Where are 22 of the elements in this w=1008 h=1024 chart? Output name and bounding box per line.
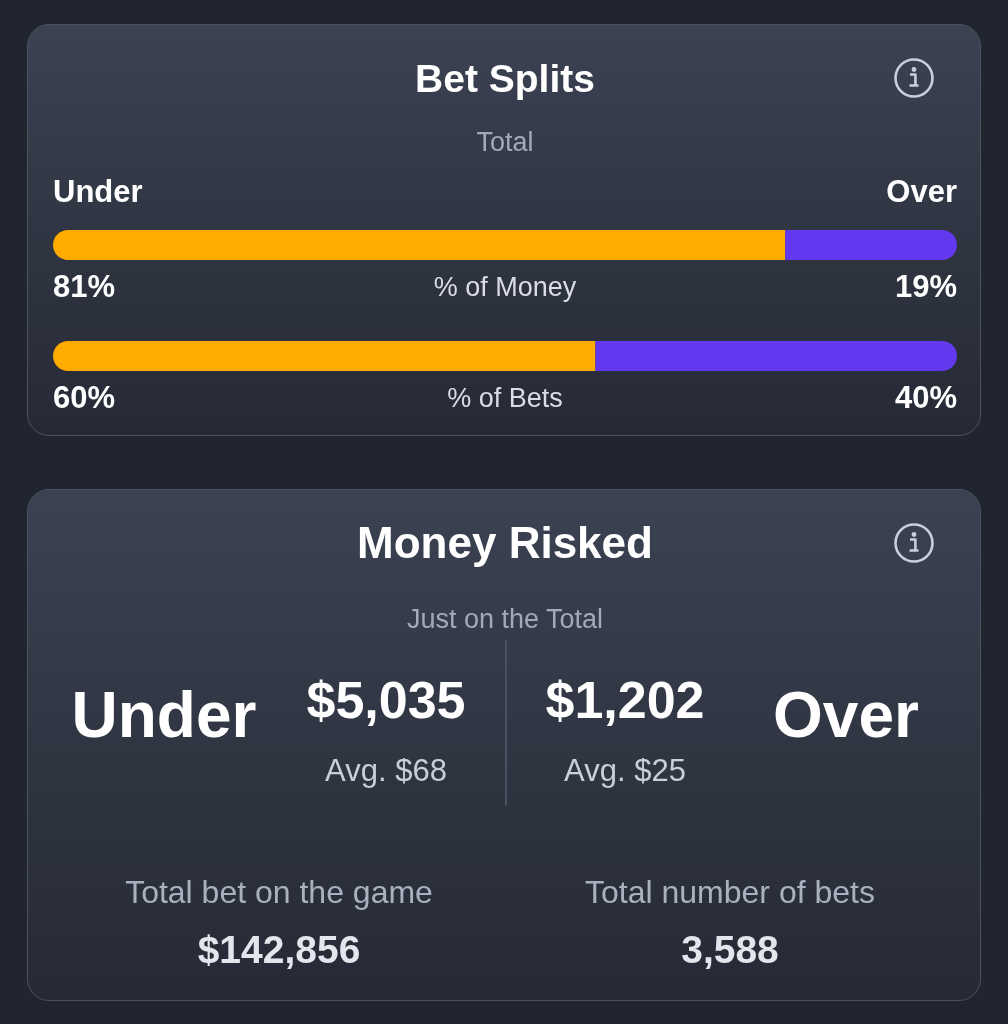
text: Total bet on the game — [125, 874, 433, 910]
text: Over — [773, 679, 919, 751]
chart-title: Bet Splits — [415, 57, 595, 100]
text: Just on the Total — [406, 604, 604, 634]
series-label: Over — [886, 174, 957, 209]
data-label: 60% — [53, 380, 116, 415]
text: Avg. $25 — [564, 753, 686, 788]
text: Total number of bets — [585, 874, 875, 910]
y-tick-label: % of Bets — [447, 383, 563, 413]
data-label: 19% — [894, 269, 957, 304]
text: Under — [71, 679, 257, 751]
text: Avg. $68 — [325, 753, 447, 788]
y-tick-label: % of Money — [433, 272, 577, 302]
text: $1,202 — [545, 671, 705, 729]
data-label: 40% — [894, 380, 957, 415]
chart-subtitle: Total — [476, 127, 534, 157]
text: 3,588 — [681, 928, 779, 971]
text: Money Risked — [357, 518, 653, 567]
data-label: 81% — [53, 269, 116, 304]
text: $142,856 — [197, 928, 361, 971]
text: $5,035 — [306, 671, 466, 729]
series-label: Under — [53, 174, 143, 209]
